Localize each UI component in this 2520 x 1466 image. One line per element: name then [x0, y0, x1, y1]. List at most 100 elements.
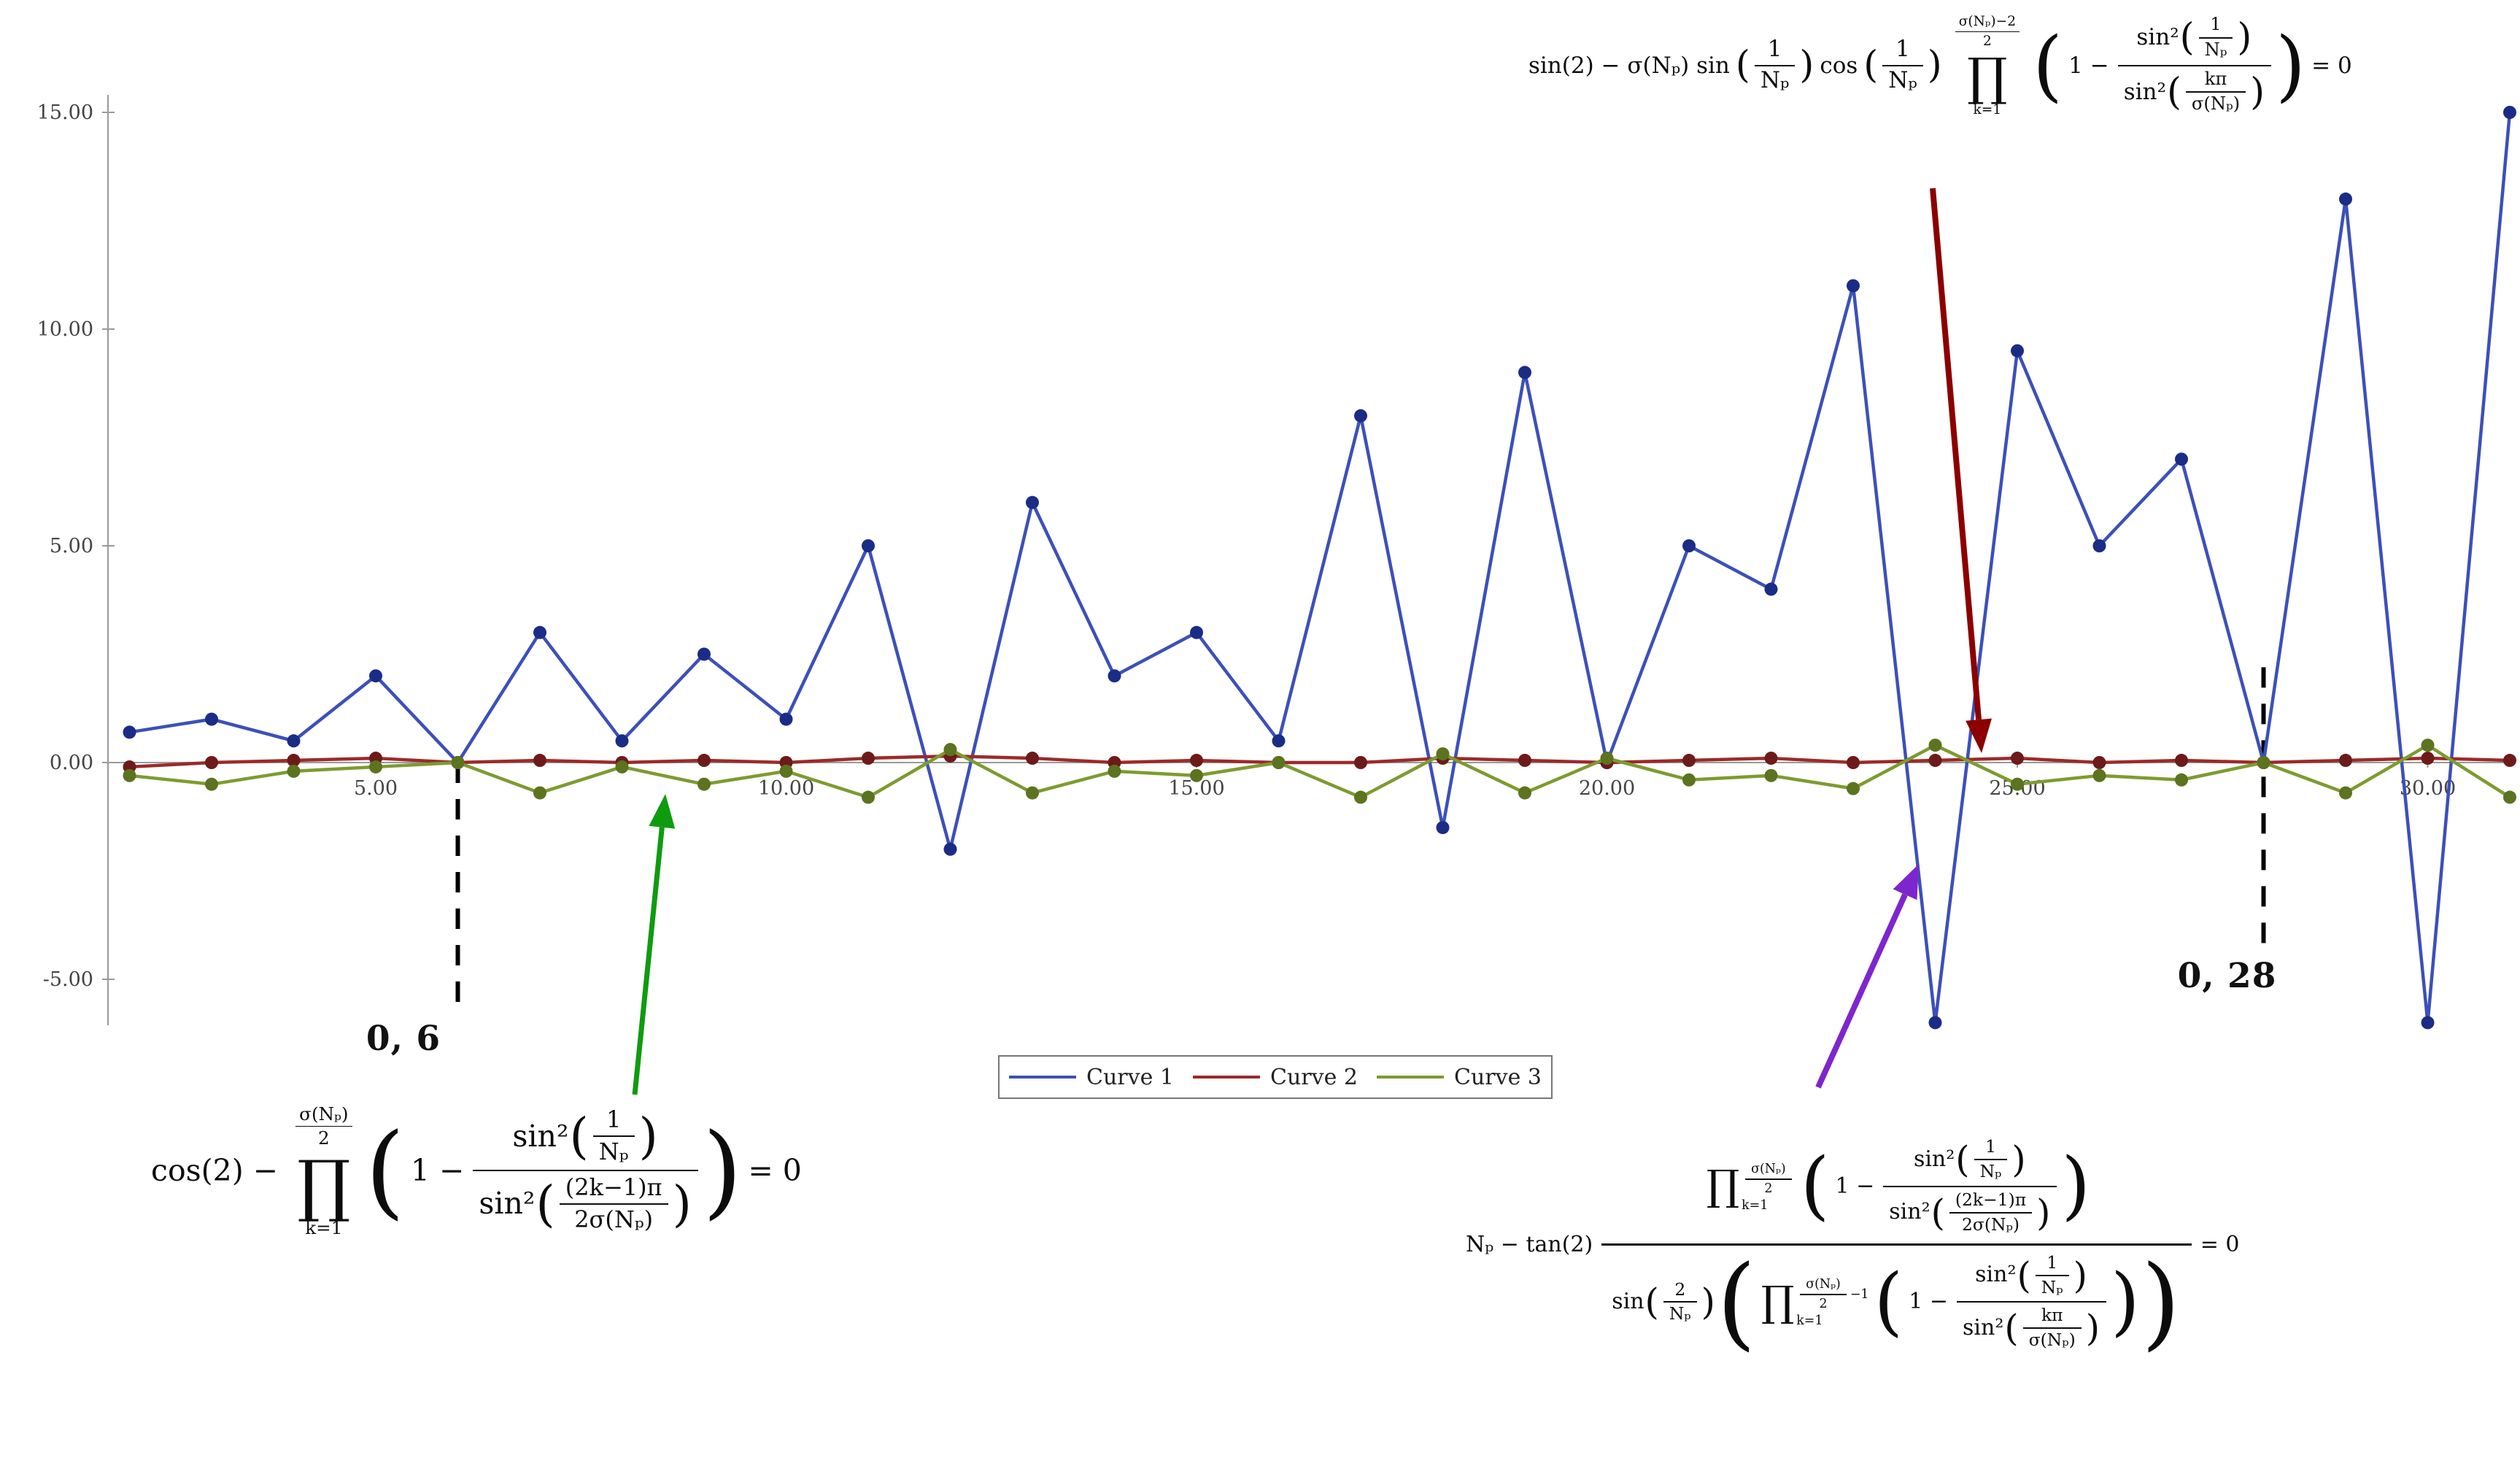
numerator: (2k−1)π — [559, 1173, 668, 1205]
formula-text: = 0 — [2200, 1231, 2240, 1257]
denominator: Nₚ — [598, 1138, 629, 1166]
product-symbol: ∏ — [297, 1145, 351, 1224]
product-limits: σ(Nₚ) 2 −1 k=1 — [1796, 1274, 1868, 1330]
legend: Curve 1 Curve 2 Curve 3 — [998, 1055, 1553, 1099]
product-limits: σ(Nₚ) 2 k=1 — [1742, 1159, 1796, 1214]
inner-fraction: sin² ( 1 Nₚ ) sin² ( (2k−1)π 2σ(Nₚ) ) — [473, 1103, 698, 1237]
paren-open-icon: ( — [1716, 1243, 1756, 1361]
formula-text: sin² — [2123, 78, 2166, 105]
paren-open-icon: ( — [365, 1111, 405, 1230]
denominator: σ(Nₚ) — [2191, 93, 2241, 115]
paren-close-icon: ) — [702, 1111, 743, 1230]
x-tick-label: 5.00 — [354, 777, 398, 800]
paren-close-icon: ) — [2061, 1142, 2091, 1230]
paren-close-icon: ) — [638, 1107, 658, 1165]
numerator: sin² ( 1 Nₚ ) — [473, 1103, 698, 1171]
numerator: 1 — [592, 1105, 635, 1138]
paren-close-icon: ) — [1701, 1281, 1715, 1324]
paren-open-icon: ( — [1955, 1138, 1970, 1181]
paren-close-icon: ) — [2073, 1254, 2087, 1297]
numerator: ∏ σ(Nₚ) 2 k=1 ( 1 − s — [1601, 1130, 2192, 1246]
denominator: 2σ(Nₚ) — [574, 1205, 654, 1233]
denominator: 2 — [1819, 1297, 1828, 1312]
big-fraction: ∏ σ(Nₚ) 2 k=1 ( 1 − s — [1601, 1130, 2192, 1361]
numerator: σ(Nₚ) — [1745, 1160, 1792, 1180]
product-upper-limit: σ(Nₚ)−2 2 — [1952, 13, 2023, 51]
y-tick-label: 0.00 — [50, 752, 93, 774]
numerator: 2 — [1663, 1278, 1697, 1303]
inner-fraction: sin² ( 1 Nₚ ) sin² ( (2k−1)π 2σ(Nₚ) — [1883, 1134, 2057, 1239]
product-lower-limit: k=1 — [1973, 102, 2002, 118]
legend-line-curve2 — [1193, 1076, 1261, 1079]
paren-open-icon: ( — [2166, 70, 2181, 114]
formula-cos-equation: cos(2) − σ(Nₚ) 2 ∏ k=1 ( 1 − sin² ( 1 Nₚ… — [146, 1103, 807, 1238]
x-tick-label: 10.00 — [758, 777, 814, 800]
fraction-kpi-over-sigmaNp: kπ σ(Nₚ) — [2185, 68, 2246, 117]
paren-open-icon: ( — [2017, 1254, 2031, 1297]
legend-label-curve1: Curve 1 — [1086, 1064, 1174, 1090]
formula-text: sin² — [1963, 1315, 2004, 1341]
paren-open-icon: ( — [1735, 43, 1750, 87]
numerator: σ(Nₚ) — [295, 1103, 352, 1127]
numerator: sin² ( 1 Nₚ ) — [1883, 1134, 2057, 1187]
fraction: σ(Nₚ) 2 — [295, 1103, 352, 1151]
product-upper-limit: σ(Nₚ) 2 — [1742, 1160, 1796, 1198]
legend-item-curve1: Curve 1 — [1009, 1065, 1174, 1090]
formula-text: 1 − — [1835, 1173, 1875, 1199]
y-tick-label: -5.00 — [43, 968, 93, 991]
fraction-kpi-over-sigmaNp: kπ σ(Nₚ) — [2022, 1304, 2082, 1352]
paren-close-icon: ) — [2011, 1138, 2026, 1181]
paren-close-icon: ) — [2276, 20, 2306, 110]
product-symbol: ∏ — [1760, 1277, 1795, 1326]
denominator: 2 — [318, 1127, 330, 1149]
legend-item-curve3: Curve 3 — [1377, 1065, 1542, 1090]
formula-arrow-green-icon — [632, 794, 676, 1095]
paren-close-icon: ) — [2250, 70, 2265, 114]
paren-close-icon: ) — [2036, 1191, 2051, 1234]
fraction-1-over-Np: 1 Nₚ — [1882, 35, 1923, 96]
y-tick-label: 10.00 — [37, 318, 93, 341]
formula-text: = 0 — [748, 1153, 802, 1188]
formula-text: sin² — [2136, 23, 2179, 50]
legend-line-curve3 — [1377, 1076, 1445, 1079]
paren-close-icon: ) — [1927, 43, 1942, 87]
product-upper-limit: σ(Nₚ) 2 −1 — [1796, 1276, 1868, 1313]
denominator: 2 — [1982, 33, 1992, 49]
paren-close-icon: ) — [2141, 1243, 2181, 1361]
numerator: 1 — [1882, 35, 1923, 66]
y-tick-label: 15.00 — [37, 101, 93, 124]
numerator: σ(Nₚ) — [1800, 1276, 1847, 1296]
numerator: 1 — [1974, 1135, 2008, 1160]
formula-sin-equation: sin(2) − σ(Nₚ) sin ( 1 Nₚ ) cos ( 1 Nₚ )… — [1523, 12, 2357, 119]
formula-text: Nₚ − tan(2) — [1466, 1231, 1593, 1257]
paren-open-icon: ( — [1930, 1191, 1945, 1234]
denominator: sin² ( kπ σ(Nₚ) ) — [1957, 1303, 2106, 1354]
product-operator: ∏ σ(Nₚ) 2 −1 k=1 — [1761, 1274, 1869, 1330]
legend-label-curve3: Curve 3 — [1454, 1064, 1542, 1090]
denominator: 2σ(Nₚ) — [1962, 1214, 2020, 1235]
fraction: σ(Nₚ)−2 2 — [1955, 13, 2020, 51]
product-symbol: ∏ — [1706, 1162, 1740, 1211]
product-operator: σ(Nₚ)−2 2 ∏ k=1 — [1952, 13, 2023, 117]
fraction-1-over-Np: 1 Nₚ — [592, 1105, 635, 1168]
formula-text: cos(2) − — [151, 1153, 279, 1188]
inner-fraction: sin² ( 1 Nₚ ) sin² ( kπ σ(Nₚ) — [1957, 1250, 2107, 1355]
formula-text: −1 — [1850, 1287, 1869, 1303]
formula-text: sin — [1612, 1289, 1644, 1315]
numerator: sin² ( 1 Nₚ ) — [2117, 12, 2272, 66]
legend-item-curve2: Curve 2 — [1193, 1065, 1358, 1090]
inner-fraction: sin² ( 1 Nₚ ) sin² ( kπ σ(Nₚ) ) — [2117, 12, 2272, 119]
numerator: kπ — [2185, 68, 2246, 93]
paren-open-icon: ( — [1800, 1142, 1830, 1230]
denominator: sin² ( (2k−1)π 2σ(Nₚ) ) — [473, 1171, 698, 1238]
formula-text: sin(2) − σ(Nₚ) sin — [1528, 52, 1730, 79]
formula-arrow-dark-red-icon — [1930, 188, 1992, 753]
fraction: σ(Nₚ) 2 — [1800, 1276, 1847, 1313]
fraction-2k-1-pi: (2k−1)π 2σ(Nₚ) — [1949, 1189, 2033, 1237]
numerator: σ(Nₚ)−2 — [1955, 13, 2020, 32]
denominator: Nₚ — [2041, 1276, 2063, 1297]
fraction-1-over-Np: 1 Nₚ — [1754, 35, 1796, 96]
